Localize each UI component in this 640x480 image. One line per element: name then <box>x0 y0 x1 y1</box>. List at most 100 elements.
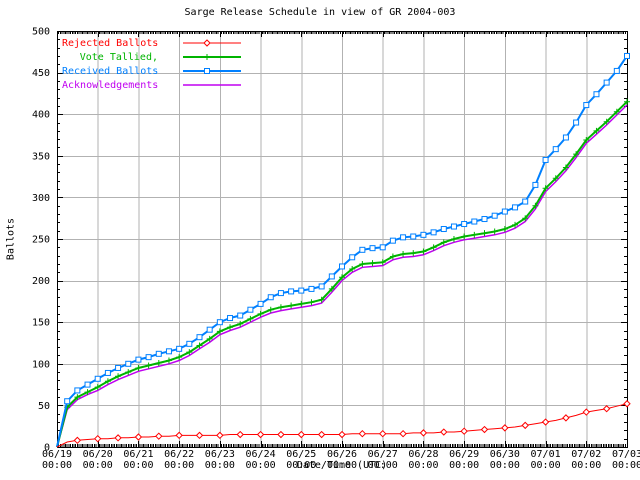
marker-plus <box>318 296 325 303</box>
marker-plus <box>115 373 122 380</box>
x-tick-label-date: 06/29 <box>449 449 479 460</box>
marker-plus <box>481 230 488 237</box>
y-tick-label: 350 <box>32 151 50 162</box>
marker-square <box>379 244 386 251</box>
marker-diamond <box>440 428 448 436</box>
marker-plus <box>501 226 508 233</box>
marker-square <box>501 208 508 215</box>
marker-square <box>359 246 366 253</box>
marker-plus <box>155 359 162 366</box>
marker-square <box>410 233 417 240</box>
legend-label: Rejected Ballots <box>62 37 159 49</box>
marker-diamond <box>501 424 509 432</box>
marker-diamond <box>379 429 387 438</box>
x-tick-label-time: 00:00 <box>42 460 72 471</box>
marker-square <box>461 221 468 228</box>
legend-item: Vote Tallied, <box>62 50 241 64</box>
marker-square <box>369 245 376 252</box>
marker-square <box>613 67 620 74</box>
marker-square <box>450 223 457 230</box>
x-tick-label-time: 00:00 <box>571 460 601 471</box>
marker-plus <box>247 315 254 322</box>
y-tick-label: 100 <box>32 359 50 370</box>
marker-diamond <box>155 432 163 440</box>
marker-plus <box>440 239 447 246</box>
marker-plus <box>491 228 498 235</box>
marker-square <box>573 119 580 126</box>
marker-plus <box>237 320 244 327</box>
x-tick-label-date: 06/23 <box>205 449 235 460</box>
marker-square <box>624 52 630 59</box>
marker-plus <box>308 299 315 306</box>
marker-plus <box>410 250 417 257</box>
marker-diamond <box>317 430 326 439</box>
x-tick-label-date: 06/21 <box>123 449 153 460</box>
marker-plus <box>583 136 590 143</box>
x-tick-label-date: 07/01 <box>531 449 561 460</box>
x-tick-label-date: 06/24 <box>246 449 276 460</box>
marker-square <box>420 231 427 238</box>
marker-plus <box>613 108 620 115</box>
legend-sample-line <box>183 39 241 47</box>
marker-plus <box>145 362 152 369</box>
marker-square <box>339 263 345 270</box>
x-tick-label-date: 06/26 <box>327 449 357 460</box>
x-tick-label-time: 00:00 <box>327 460 357 471</box>
marker-plus <box>196 342 203 349</box>
marker-square <box>206 326 213 333</box>
marker-diamond <box>94 434 102 443</box>
marker-diamond <box>216 431 224 440</box>
marker-plus <box>522 215 529 222</box>
x-tick-label-time: 00:00 <box>123 460 153 471</box>
marker-square <box>165 348 172 355</box>
marker-square <box>257 300 264 307</box>
y-tick-label: 400 <box>32 110 50 121</box>
marker-plus <box>227 324 234 331</box>
marker-square <box>155 350 162 357</box>
marker-square <box>389 237 396 244</box>
marker-square <box>94 375 101 382</box>
y-tick-label: 250 <box>32 235 50 246</box>
marker-plus <box>339 274 345 281</box>
y-tick-label: 150 <box>32 318 50 329</box>
marker-square <box>288 288 295 295</box>
marker-plus <box>74 394 81 401</box>
marker-plus <box>430 244 437 251</box>
x-tick-label-date: 07/02 <box>571 449 601 460</box>
marker-square <box>186 340 193 347</box>
x-tick-label-date: 06/19 <box>42 449 72 460</box>
marker-plus <box>461 233 468 240</box>
x-tick-label-time: 00:00 <box>83 460 113 471</box>
x-tick-label-time: 00:00 <box>449 460 479 471</box>
marker-square <box>196 334 203 341</box>
legend-item: Received Ballots <box>62 64 241 78</box>
marker-plus <box>532 202 539 209</box>
legend-label: Vote Tallied, <box>79 51 158 63</box>
marker-plus <box>176 354 183 361</box>
marker-diamond <box>480 425 489 434</box>
marker-square <box>104 369 111 376</box>
x-tick-label-time: 00:00 <box>246 460 276 471</box>
marker-diamond <box>460 427 468 435</box>
y-tick-label: 50 <box>38 401 50 412</box>
marker-diamond <box>277 430 285 439</box>
marker-square <box>298 287 305 294</box>
marker-plus <box>593 127 600 134</box>
marker-square <box>532 181 539 188</box>
x-tick-label-time: 00:00 <box>408 460 438 471</box>
marker-square <box>400 234 407 241</box>
marker-diamond <box>256 430 265 439</box>
marker-plus <box>389 253 396 260</box>
marker-square <box>440 226 447 233</box>
x-tick-label-date: 06/28 <box>408 449 438 460</box>
marker-diamond <box>602 405 611 413</box>
marker-plus <box>125 369 132 376</box>
x-tick-label-date: 06/27 <box>368 449 398 460</box>
marker-diamond <box>338 430 346 439</box>
marker-square <box>145 354 152 361</box>
marker-diamond <box>297 430 305 439</box>
legend-label: Acknowledgements <box>62 79 159 91</box>
y-tick-label: 300 <box>32 193 50 204</box>
